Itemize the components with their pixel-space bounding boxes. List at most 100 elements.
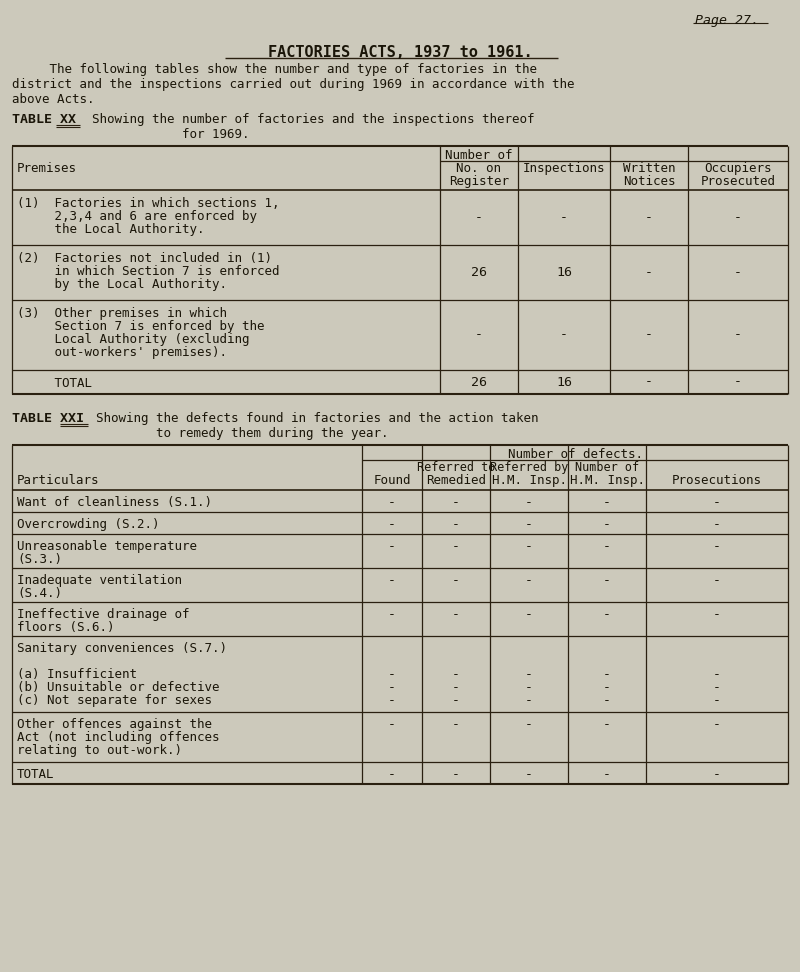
Text: -: - [452,496,460,509]
Text: Act (not including offences: Act (not including offences [17,731,219,744]
Text: in which Section 7 is enforced: in which Section 7 is enforced [17,265,279,278]
Text: -: - [713,694,721,707]
Text: -: - [452,540,460,553]
Text: -: - [645,375,653,389]
Text: -: - [388,681,396,694]
Text: -: - [713,608,721,621]
Text: -: - [388,768,396,781]
Text: relating to out-work.): relating to out-work.) [17,744,182,757]
Text: Page 27.: Page 27. [695,14,759,27]
Text: TABLE XXI: TABLE XXI [12,412,84,425]
Text: Number of: Number of [575,461,639,474]
Text: -: - [388,718,396,731]
Text: -: - [525,681,533,694]
Text: the Local Authority.: the Local Authority. [17,223,205,236]
Text: No. on: No. on [457,162,502,175]
Text: -: - [525,496,533,509]
Text: (1)  Factories in which sections 1,: (1) Factories in which sections 1, [17,197,279,210]
Text: -: - [645,211,653,224]
Text: floors (S.6.): floors (S.6.) [17,621,114,634]
Text: -: - [713,518,721,531]
Text: -: - [452,518,460,531]
Text: Occupiers: Occupiers [704,162,772,175]
Text: -: - [603,496,611,509]
Text: -: - [603,574,611,587]
Text: -: - [525,608,533,621]
Text: (S.4.): (S.4.) [17,587,62,600]
Text: -: - [388,694,396,707]
Text: Section 7 is enforced by the: Section 7 is enforced by the [17,320,265,333]
Text: -: - [388,608,396,621]
Text: -: - [603,540,611,553]
Text: -: - [452,574,460,587]
Text: H.M. Insp.: H.M. Insp. [491,474,566,487]
Text: (S.3.): (S.3.) [17,553,62,566]
Text: Want of cleanliness (S.1.): Want of cleanliness (S.1.) [17,496,212,509]
Text: -: - [603,694,611,707]
Text: TOTAL: TOTAL [17,377,92,390]
Text: -: - [525,768,533,781]
Text: Particulars: Particulars [17,474,99,487]
Text: FACTORIES ACTS, 1937 to 1961.: FACTORIES ACTS, 1937 to 1961. [268,45,532,60]
Text: -: - [560,329,568,341]
Text: -: - [452,681,460,694]
Text: Referred to: Referred to [417,461,495,474]
Text: Prosecuted: Prosecuted [701,175,775,188]
Text: -: - [452,768,460,781]
Text: (3)  Other premises in which: (3) Other premises in which [17,307,227,320]
Text: district and the inspections carried out during 1969 in accordance with the: district and the inspections carried out… [12,78,574,91]
Text: -: - [388,540,396,553]
Text: -: - [713,681,721,694]
Text: -: - [734,266,742,279]
Text: Found: Found [374,474,410,487]
Text: -: - [560,211,568,224]
Text: Local Authority (excluding: Local Authority (excluding [17,333,250,346]
Text: -: - [603,718,611,731]
Text: -: - [603,668,611,681]
Text: -: - [713,668,721,681]
Text: 26: 26 [471,266,487,279]
Text: Showing the defects found in factories and the action taken: Showing the defects found in factories a… [96,412,538,425]
Text: -: - [388,574,396,587]
Text: out-workers' premises).: out-workers' premises). [17,346,227,359]
Text: -: - [475,329,483,341]
Text: H.M. Insp.: H.M. Insp. [570,474,645,487]
Text: to remedy them during the year.: to remedy them during the year. [96,427,389,440]
Text: by the Local Authority.: by the Local Authority. [17,278,227,291]
Text: 26: 26 [471,375,487,389]
Text: -: - [452,668,460,681]
Text: -: - [713,574,721,587]
Text: Written: Written [622,162,675,175]
Text: -: - [645,329,653,341]
Text: TABLE XX: TABLE XX [12,113,76,126]
Text: Notices: Notices [622,175,675,188]
Text: above Acts.: above Acts. [12,93,94,106]
Text: -: - [603,768,611,781]
Text: -: - [475,211,483,224]
Text: -: - [713,496,721,509]
Text: -: - [603,608,611,621]
Text: Inadequate ventilation: Inadequate ventilation [17,574,182,587]
Text: Register: Register [449,175,509,188]
Text: -: - [734,211,742,224]
Text: Showing the number of factories and the inspections thereof: Showing the number of factories and the … [92,113,534,126]
Text: -: - [452,718,460,731]
Text: -: - [525,540,533,553]
Text: -: - [388,668,396,681]
Text: -: - [645,266,653,279]
Text: -: - [525,668,533,681]
Text: Number of defects.: Number of defects. [507,448,642,461]
Text: -: - [525,574,533,587]
Text: Unreasonable temperature: Unreasonable temperature [17,540,197,553]
Text: -: - [452,694,460,707]
Text: (a) Insufficient: (a) Insufficient [17,668,137,681]
Text: -: - [713,718,721,731]
Text: Premises: Premises [17,162,77,175]
Text: Number of: Number of [446,149,513,162]
Text: 16: 16 [556,375,572,389]
Text: TOTAL: TOTAL [17,768,54,781]
Text: -: - [713,768,721,781]
Text: (b) Unsuitable or defective: (b) Unsuitable or defective [17,681,219,694]
Text: -: - [603,681,611,694]
Text: -: - [452,608,460,621]
